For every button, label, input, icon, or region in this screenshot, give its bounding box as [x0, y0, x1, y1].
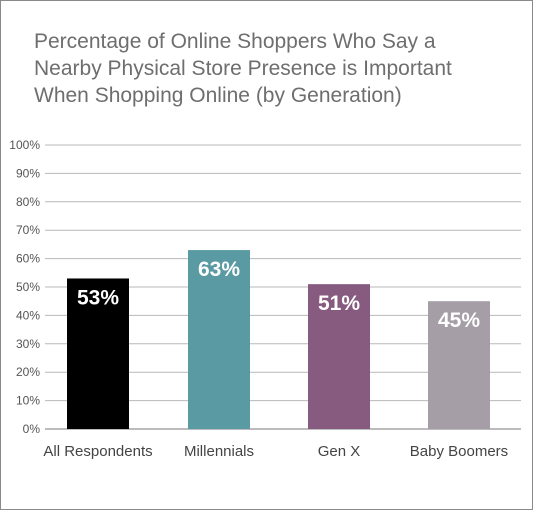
bar-value-label: 45% [438, 309, 480, 332]
chart-title-line-2: Nearby Physical Store Presence is Import… [34, 57, 452, 80]
category-label: Gen X [318, 443, 361, 460]
chart-title-line-3: When Shopping Online (by Generation) [34, 84, 402, 107]
bar-value-label: 51% [318, 292, 360, 315]
y-tick-label: 0% [23, 422, 41, 436]
y-tick-label: 10% [16, 394, 40, 408]
bar [188, 250, 250, 429]
bar [308, 284, 370, 429]
y-tick-label: 100% [9, 138, 40, 152]
y-tick-label: 20% [16, 365, 40, 379]
bar-value-label: 53% [77, 286, 119, 309]
y-tick-label: 30% [16, 337, 40, 351]
bar-value-label: 63% [198, 258, 240, 281]
category-label: All Respondents [43, 443, 152, 460]
bar [428, 301, 490, 429]
y-tick-label: 90% [16, 166, 40, 180]
y-tick-label: 70% [16, 223, 40, 237]
bar [67, 278, 129, 429]
chart-title: Percentage of Online Shoppers Who Say a … [34, 28, 514, 109]
y-tick-label: 60% [16, 252, 40, 266]
chart-title-line-1: Percentage of Online Shoppers Who Say a [34, 30, 436, 53]
category-label: Millennials [184, 443, 254, 460]
y-tick-label: 40% [16, 308, 40, 322]
category-label: Baby Boomers [410, 443, 508, 460]
y-tick-label: 80% [16, 195, 40, 209]
y-tick-label: 50% [16, 280, 40, 294]
